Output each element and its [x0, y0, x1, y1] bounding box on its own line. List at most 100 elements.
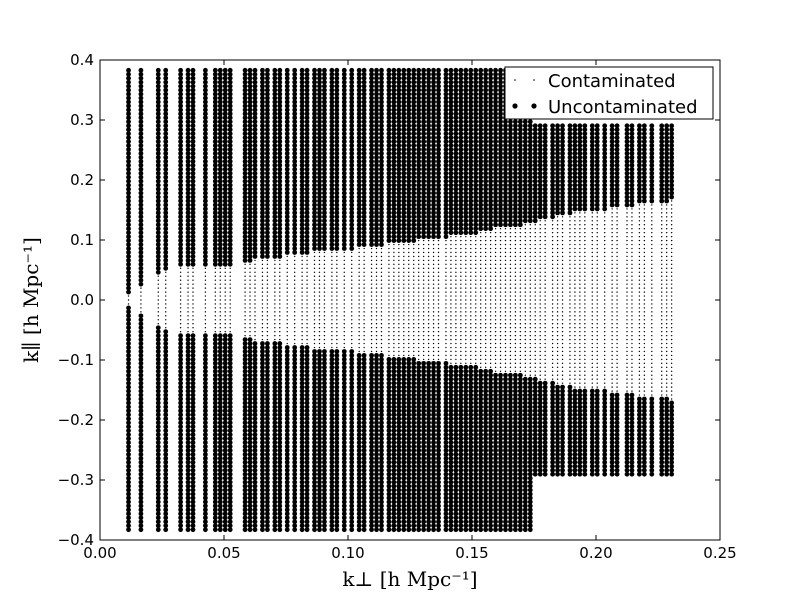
uncontaminated-point [163, 83, 169, 89]
contaminated-point [375, 295, 378, 297]
uncontaminated-point [126, 206, 131, 212]
uncontaminated-point [217, 479, 223, 485]
uncontaminated-point [247, 408, 253, 414]
uncontaminated-point [222, 432, 228, 438]
contaminated-point [343, 275, 345, 277]
uncontaminated-point [265, 440, 270, 445]
contaminated-point [254, 303, 256, 305]
uncontaminated-point [155, 127, 161, 133]
uncontaminated-point [217, 83, 223, 89]
contaminated-point [336, 323, 338, 325]
uncontaminated-point [126, 444, 131, 449]
uncontaminated-point [222, 194, 228, 200]
uncontaminated-point [212, 178, 218, 184]
uncontaminated-point [163, 95, 169, 101]
contaminated-point [422, 251, 425, 254]
uncontaminated-point [227, 214, 233, 220]
uncontaminated-point [163, 333, 169, 339]
contaminated-point [417, 271, 420, 273]
contaminated-point [331, 303, 333, 305]
uncontaminated-point [163, 511, 169, 517]
contaminated-point [229, 311, 231, 313]
contaminated-point [343, 263, 345, 266]
uncontaminated-point [178, 99, 184, 105]
contaminated-point [306, 255, 308, 258]
uncontaminated-point [252, 238, 258, 244]
uncontaminated-point [260, 495, 265, 501]
contaminated-point [413, 342, 415, 345]
uncontaminated-point [317, 349, 322, 354]
contaminated-point [417, 279, 420, 281]
contaminated-point [318, 275, 321, 277]
contaminated-point [393, 299, 395, 301]
contaminated-point [422, 319, 425, 321]
uncontaminated-point [212, 499, 218, 505]
contaminated-point [192, 303, 194, 305]
contaminated-point [398, 267, 400, 270]
uncontaminated-point [265, 388, 270, 394]
uncontaminated-point [260, 357, 265, 362]
uncontaminated-point [227, 119, 233, 125]
contaminated-point [393, 283, 395, 285]
uncontaminated-point [227, 440, 233, 445]
uncontaminated-point [260, 503, 265, 509]
contaminated-point [393, 311, 395, 313]
uncontaminated-point [212, 135, 218, 141]
contaminated-point [192, 323, 194, 325]
uncontaminated-point [227, 234, 233, 240]
uncontaminated-point [138, 111, 144, 117]
uncontaminated-point [217, 448, 223, 453]
contaminated-point [274, 283, 276, 285]
uncontaminated-point [217, 206, 223, 212]
uncontaminated-point [222, 384, 228, 390]
uncontaminated-point [126, 246, 131, 251]
contaminated-point [388, 283, 390, 285]
uncontaminated-point [178, 238, 184, 244]
contaminated-point [388, 307, 390, 309]
uncontaminated-point [190, 135, 196, 141]
uncontaminated-point [190, 95, 196, 101]
uncontaminated-point [222, 420, 228, 426]
uncontaminated-point [252, 475, 258, 481]
contaminated-point [363, 330, 365, 333]
contaminated-point [380, 263, 383, 266]
contaminated-point [422, 327, 425, 329]
contaminated-point [187, 319, 189, 321]
uncontaminated-point [203, 388, 208, 394]
uncontaminated-point [155, 400, 161, 406]
contaminated-point [192, 327, 194, 329]
uncontaminated-point [155, 519, 161, 525]
uncontaminated-point [217, 75, 223, 81]
uncontaminated-point [252, 222, 258, 228]
contaminated-point [219, 311, 221, 313]
uncontaminated-point [252, 412, 258, 418]
contaminated-point [358, 275, 360, 277]
uncontaminated-point [272, 475, 278, 481]
uncontaminated-point [178, 83, 184, 89]
uncontaminated-point [242, 503, 248, 509]
uncontaminated-point [190, 345, 196, 350]
uncontaminated-point [212, 349, 218, 354]
uncontaminated-point [252, 194, 258, 200]
contaminated-point [157, 275, 159, 277]
uncontaminated-point [265, 436, 270, 441]
uncontaminated-point [247, 234, 253, 240]
contaminated-point [286, 330, 288, 333]
contaminated-point [224, 327, 226, 329]
uncontaminated-point [260, 178, 265, 184]
contaminated-point [408, 251, 410, 254]
uncontaminated-point [272, 436, 278, 441]
contaminated-point [351, 271, 353, 273]
uncontaminated-point [203, 83, 208, 89]
uncontaminated-point [260, 448, 265, 453]
uncontaminated-point [178, 440, 184, 445]
uncontaminated-point [185, 503, 191, 509]
contaminated-point [279, 311, 281, 313]
uncontaminated-point [242, 349, 248, 354]
uncontaminated-point [265, 67, 270, 73]
uncontaminated-point [217, 459, 223, 465]
uncontaminated-point [190, 416, 196, 422]
contaminated-point [318, 303, 321, 305]
contaminated-point [261, 283, 264, 285]
contaminated-point [331, 327, 333, 329]
